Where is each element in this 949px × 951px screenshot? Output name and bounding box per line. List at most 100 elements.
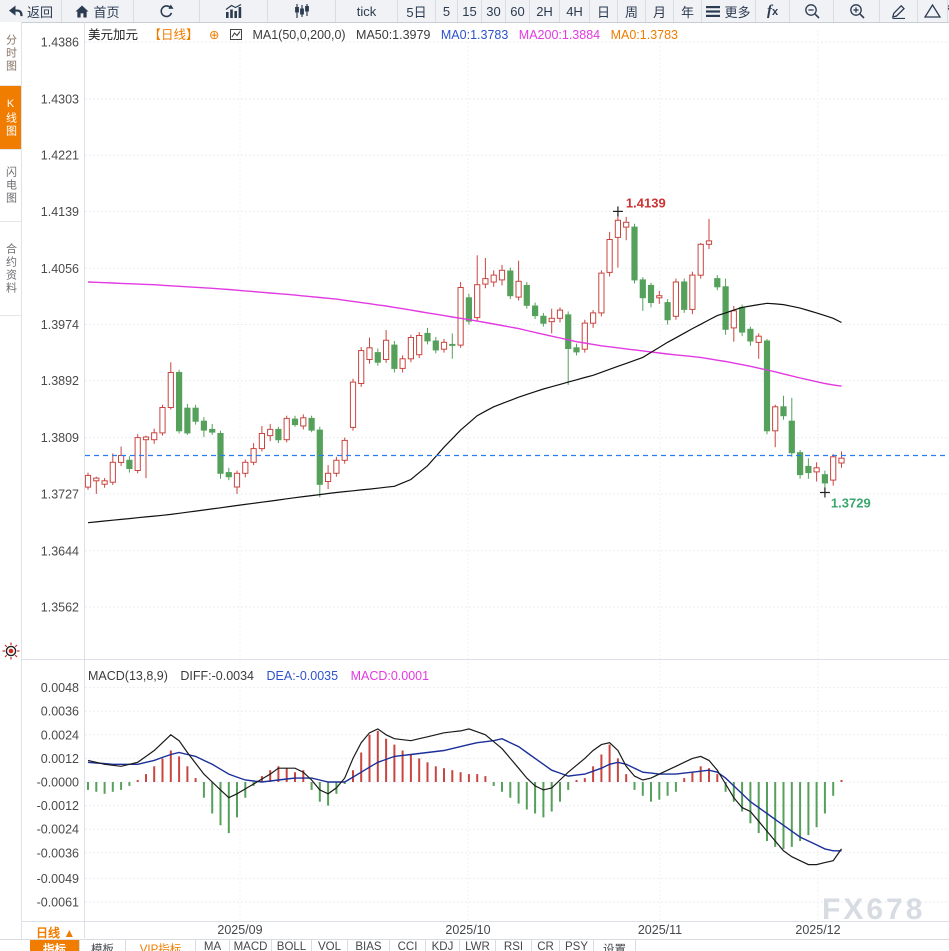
add-circle-icon[interactable]: ⊕ — [209, 28, 220, 42]
home-button[interactable]: 首页 — [62, 0, 134, 22]
macd-value: MACD:0.0001 — [350, 669, 430, 683]
tab-template[interactable]: 模板 — [80, 940, 126, 951]
tab-cr[interactable]: CR — [532, 940, 560, 951]
period-year-button[interactable]: 年 — [674, 0, 702, 22]
symbol-name: 美元加元 — [88, 28, 139, 42]
watermark: FX678 — [822, 893, 925, 926]
tab-lwr[interactable]: LWR — [460, 940, 496, 951]
period-month-button[interactable]: 月 — [646, 0, 674, 22]
period-badge[interactable]: 【日线】 — [148, 28, 199, 42]
svg-text:-0.0024: -0.0024 — [37, 823, 79, 837]
period-4h-button[interactable]: 4H — [560, 0, 590, 22]
macd-dea-value: DEA:-0.0035 — [266, 669, 339, 683]
mini-chart-icon — [229, 28, 242, 42]
tab-bias[interactable]: BIAS — [348, 940, 390, 951]
period-week-button[interactable]: 周 — [618, 0, 646, 22]
svg-text:1.4386: 1.4386 — [41, 36, 79, 50]
price-axis-labels: 1.4386 1.4303 1.4221 1.4139 1.4056 1.3974 1.38… — [41, 36, 79, 615]
tab-boll[interactable]: BOLL — [272, 940, 312, 951]
tab-indicator[interactable]: 指标 — [30, 940, 80, 951]
svg-text:1.4139: 1.4139 — [41, 205, 79, 219]
svg-text:1.3809: 1.3809 — [41, 431, 79, 445]
period-5m-button[interactable]: 5 — [436, 0, 458, 22]
tab-settings[interactable]: 设置 — [594, 940, 636, 951]
macd-gridlines — [85, 687, 949, 903]
period-5d-button[interactable]: 5日 — [398, 0, 436, 22]
more-button[interactable]: 更多 — [702, 0, 756, 22]
refresh-button[interactable] — [134, 0, 200, 22]
tab-vip-indicator[interactable]: VIP指标 — [126, 940, 196, 951]
refresh-icon — [159, 3, 174, 19]
svg-text:2025/11: 2025/11 — [638, 923, 682, 937]
zoom-in-icon — [849, 3, 865, 19]
svg-text:0.0036: 0.0036 — [41, 705, 79, 719]
draw-triangle-icon — [924, 4, 941, 18]
tab-psy[interactable]: PSY — [560, 940, 594, 951]
tab-ma[interactable]: MA — [196, 940, 230, 951]
svg-text:1.3727: 1.3727 — [41, 487, 79, 501]
panel-borders — [21, 22, 949, 938]
svg-text:1.3974: 1.3974 — [41, 318, 79, 332]
svg-text:1.4221: 1.4221 — [41, 149, 79, 163]
more-icon — [706, 5, 721, 17]
period-60m-button[interactable]: 60 — [506, 0, 530, 22]
ma200-value: MA200:1.3884 — [518, 28, 601, 42]
candle-chart-button[interactable] — [268, 0, 336, 22]
svg-text:1.3729: 1.3729 — [831, 496, 871, 511]
price-gridlines — [85, 41, 949, 608]
tab-contract-info[interactable]: 合约资料 — [0, 222, 21, 316]
candle-chart-icon — [294, 4, 310, 18]
macd-settings: MACD(13,8,9) — [88, 669, 168, 683]
svg-text:-0.0049: -0.0049 — [37, 872, 79, 886]
macd-diff-value: DIFF:-0.0034 — [180, 669, 255, 683]
dea-line — [87, 737, 842, 852]
period-2h-button[interactable]: 2H — [530, 0, 560, 22]
tick-button[interactable]: tick — [336, 0, 398, 22]
svg-text:-0.0012: -0.0012 — [37, 799, 79, 813]
svg-text:2025/12: 2025/12 — [795, 923, 840, 937]
tab-kline-chart[interactable]: K线图 — [0, 86, 21, 150]
svg-text:1.4139: 1.4139 — [626, 195, 666, 210]
svg-text:1.4056: 1.4056 — [41, 262, 79, 276]
zoom-out-icon — [804, 3, 820, 19]
bottom-period-label[interactable]: 日线 ▲ — [36, 926, 76, 940]
svg-text:1.3644: 1.3644 — [41, 544, 79, 558]
ma-settings: MA1(50,0,200,0) — [252, 28, 346, 42]
draw-pencil-icon — [891, 4, 906, 19]
draw-pencil-button[interactable] — [880, 0, 918, 22]
svg-text:-0.0061: -0.0061 — [37, 896, 79, 910]
tab-rsi[interactable]: RSI — [496, 940, 532, 951]
high-annotation: 1.4139 — [612, 195, 666, 217]
fx-indicator-icon: fx — [766, 2, 779, 19]
alert-sun-icon[interactable] — [2, 642, 20, 660]
tab-kdj[interactable]: KDJ — [426, 940, 460, 951]
svg-text:0.0012: 0.0012 — [41, 752, 79, 766]
tab-macd[interactable]: MACD — [230, 940, 272, 951]
draw-triangle-button[interactable] — [918, 0, 948, 22]
tab-vol[interactable]: VOL — [312, 940, 348, 951]
indicator-tabbar: 指标 模板 VIP指标 MA MACD BOLL VOL BIAS CCI KDJ LWR RSI CR… — [0, 939, 949, 951]
tab-lightning-chart[interactable]: 闪电图 — [0, 150, 21, 222]
zoom-in-button[interactable] — [834, 0, 880, 22]
svg-text:0.0048: 0.0048 — [41, 681, 79, 695]
ma0-orange-value: MA0:1.3783 — [610, 28, 679, 42]
zoom-out-button[interactable] — [790, 0, 834, 22]
candlesticks — [84, 211, 845, 498]
period-15m-button[interactable]: 15 — [458, 0, 482, 22]
ma50-line — [87, 302, 842, 524]
ma200-line — [87, 281, 842, 387]
tab-time-chart[interactable]: 分时图 — [0, 22, 21, 86]
svg-text:-0.0036: -0.0036 — [37, 846, 79, 860]
svg-text:2025/10: 2025/10 — [445, 923, 490, 937]
svg-text:-0.0000: -0.0000 — [37, 776, 79, 790]
bar-chart-button[interactable] — [200, 0, 268, 22]
period-day-button[interactable]: 日 — [590, 0, 618, 22]
svg-text:1.4303: 1.4303 — [41, 92, 79, 106]
tab-cci[interactable]: CCI — [390, 940, 426, 951]
period-30m-button[interactable]: 30 — [482, 0, 506, 22]
top-toolbar: 返回 首页 tick 5日 5 15 30 60 2H 4H 日周月年更多 fx — [0, 0, 949, 23]
fx-indicator-button[interactable]: fx — [756, 0, 790, 22]
back-button[interactable]: 返回 — [0, 0, 62, 22]
